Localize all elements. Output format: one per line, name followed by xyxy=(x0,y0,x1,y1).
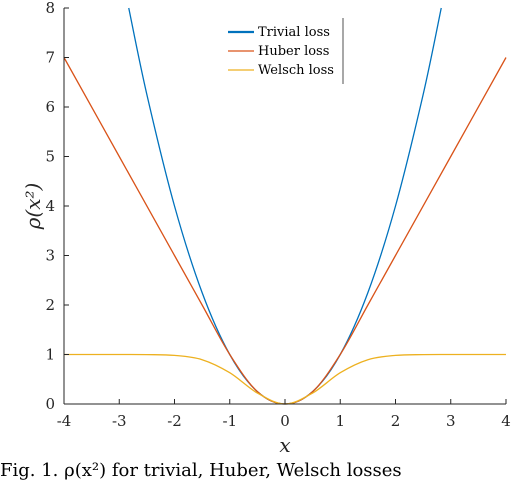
y-tick-label: 4 xyxy=(45,197,55,215)
x-tick-label: 0 xyxy=(280,412,290,430)
x-tick-label: -1 xyxy=(222,412,237,430)
x-tick-label: 3 xyxy=(446,412,456,430)
x-tick-label: -4 xyxy=(57,412,72,430)
figure-caption: Fig. 1. ρ(x²) for trivial, Huber, Welsch… xyxy=(0,460,402,481)
y-tick-label: 0 xyxy=(45,395,55,413)
y-tick-label: 5 xyxy=(45,148,55,166)
y-tick-label: 8 xyxy=(45,0,55,17)
x-tick-label: 1 xyxy=(335,412,345,430)
y-tick-label: 7 xyxy=(45,49,55,67)
x-tick-label: 4 xyxy=(501,412,511,430)
legend-label: Huber loss xyxy=(258,44,329,59)
tick-layer: -4 -3 -2 -1 0 1 2 3 4 0 1 2 3 4 5 6 7 8 xyxy=(45,0,510,430)
y-tick-label: 1 xyxy=(45,346,55,364)
y-axis-label: ρ(x²) xyxy=(21,183,45,231)
y-tick-label: 2 xyxy=(45,296,55,314)
loss-chart: -4 -3 -2 -1 0 1 2 3 4 0 1 2 3 4 5 6 7 8 x ρ(x²) Trivial l… xyxy=(21,0,511,457)
x-tick-label: -3 xyxy=(112,412,127,430)
legend: Trivial loss Huber loss Welsch loss xyxy=(223,18,344,84)
x-axis-label: x xyxy=(279,433,290,457)
legend-label: Trivial loss xyxy=(258,25,330,40)
legend-items: Trivial loss Huber loss Welsch loss xyxy=(228,25,334,78)
legend-label: Welsch loss xyxy=(258,63,334,78)
x-tick-label: 2 xyxy=(391,412,401,430)
y-tick-label: 6 xyxy=(45,98,55,116)
y-tick-label: 3 xyxy=(45,247,55,265)
x-tick-label: -2 xyxy=(167,412,182,430)
